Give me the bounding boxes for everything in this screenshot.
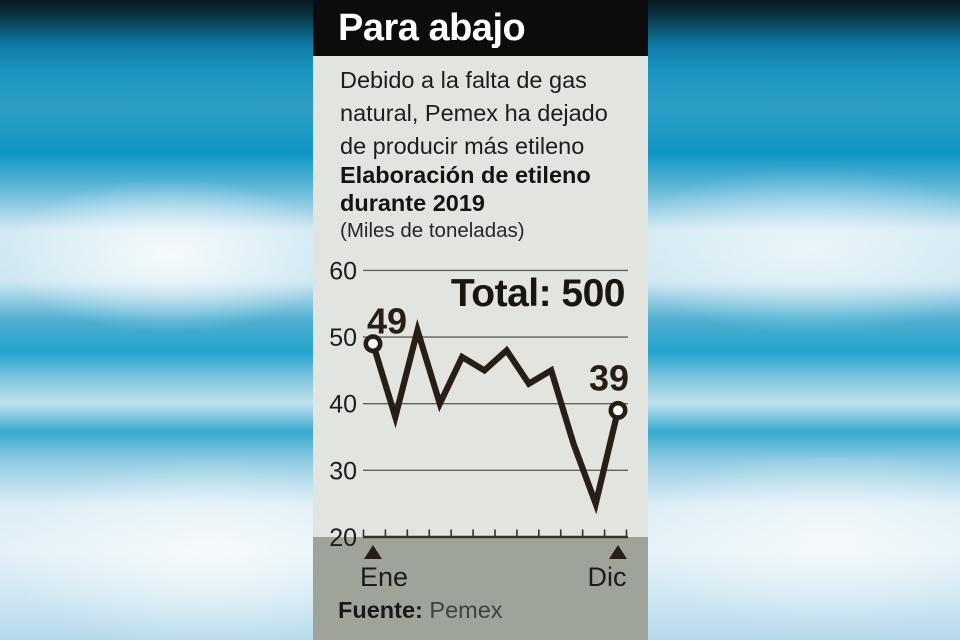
infographic-card: Para abajo Debido a la falta de gas natu… <box>313 0 648 640</box>
intro-text: Debido a la falta de gas natural, Pemex … <box>340 67 608 159</box>
card-footer: Ene Dic Fuente: Pemex <box>313 537 648 640</box>
source-line: Fuente: Pemex <box>338 597 503 624</box>
card-header: Para abajo <box>313 0 648 56</box>
chart-units-label: (Miles de toneladas) <box>340 219 525 242</box>
x-axis-start-label: Ene <box>359 562 409 592</box>
headline: Para abajo <box>338 6 526 49</box>
x-axis-end-label: Dic <box>587 562 627 592</box>
x-axis-start-arrow-icon <box>364 545 382 559</box>
total-annotation: Total: 500 <box>450 272 626 315</box>
source-value: Pemex <box>429 597 503 623</box>
source-label: Fuente: <box>338 597 423 623</box>
chart-title: Elaboración de etileno durante 2019 <box>340 162 591 216</box>
x-axis-end-arrow-icon <box>609 545 627 559</box>
